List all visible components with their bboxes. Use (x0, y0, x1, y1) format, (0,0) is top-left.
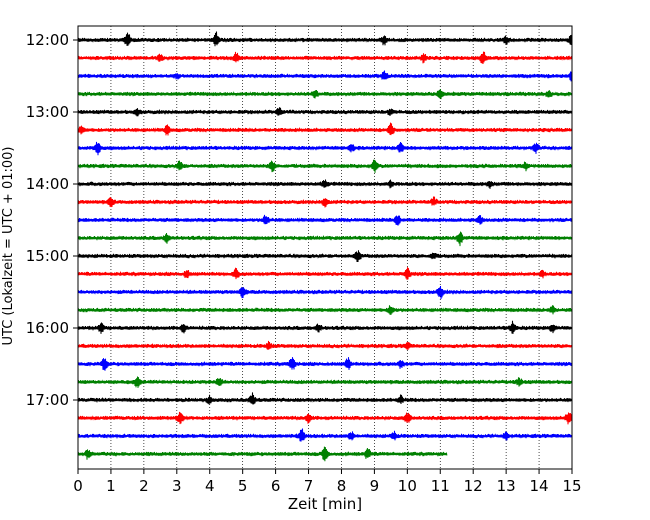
seismogram-trace (77, 122, 573, 136)
x-tick-label: 6 (271, 477, 281, 495)
x-tick-label: 4 (205, 477, 215, 495)
x-tick-label: 3 (172, 477, 182, 495)
y-tick-label: 16:00 (26, 319, 69, 337)
y-axis-ticks: 12:00 13:00 14:00 15:00 16:00 17:00 (26, 31, 78, 409)
seismogram-trace (77, 428, 573, 442)
seismogram-trace (77, 446, 448, 462)
plot-frame (77, 25, 573, 470)
seismogram-traces (77, 31, 573, 462)
seismogram-trace (77, 340, 573, 350)
seismogram-trace (77, 89, 573, 100)
seismogram-trace (77, 267, 573, 280)
seismogram-trace (77, 231, 573, 247)
seismogram-trace (77, 320, 573, 334)
x-tick-label: 10 (398, 477, 417, 495)
seismogram-trace (77, 392, 573, 405)
seismogram-trace (77, 141, 573, 156)
seismogram-trace (77, 107, 573, 117)
seismogram-trace (77, 159, 573, 173)
x-axis-label: Zeit [min] (288, 495, 362, 513)
seismogram-trace (77, 179, 573, 189)
seismogram-trace (77, 70, 573, 82)
y-tick-label: 14:00 (26, 175, 69, 193)
y-tick-label: 17:00 (26, 391, 69, 409)
y-tick-label: 13:00 (26, 103, 69, 121)
seismogram-trace (77, 305, 573, 315)
y-tick-label: 12:00 (26, 31, 69, 49)
seismogram-trace (77, 357, 573, 371)
x-tick-label: 5 (238, 477, 248, 495)
x-tick-label: 9 (370, 477, 380, 495)
x-tick-label: 0 (73, 477, 83, 495)
x-axis-ticks: 0 1 2 3 4 5 6 7 8 9 10 11 12 13 14 15 (73, 469, 582, 495)
x-tick-label: 7 (304, 477, 314, 495)
seismogram-trace (77, 285, 573, 300)
seismogram-trace (77, 196, 573, 208)
x-tick-label: 2 (139, 477, 149, 495)
x-tick-label: 13 (497, 477, 516, 495)
x-tick-label: 12 (464, 477, 483, 495)
seismogram-trace (77, 376, 573, 388)
y-axis-label: UTC (Lokalzeit = UTC + 01:00) (1, 147, 16, 346)
x-tick-label: 15 (562, 477, 581, 495)
x-tick-label: 1 (106, 477, 116, 495)
seismogram-trace (77, 51, 573, 65)
seismogram-trace (77, 31, 573, 47)
seismogram-trace (77, 250, 573, 263)
x-tick-label: 11 (431, 477, 450, 495)
seismogram-trace (77, 214, 573, 226)
seismogram-trace (77, 411, 573, 425)
x-tick-label: 14 (530, 477, 549, 495)
y-tick-label: 15:00 (26, 247, 69, 265)
x-tick-label: 8 (337, 477, 347, 495)
